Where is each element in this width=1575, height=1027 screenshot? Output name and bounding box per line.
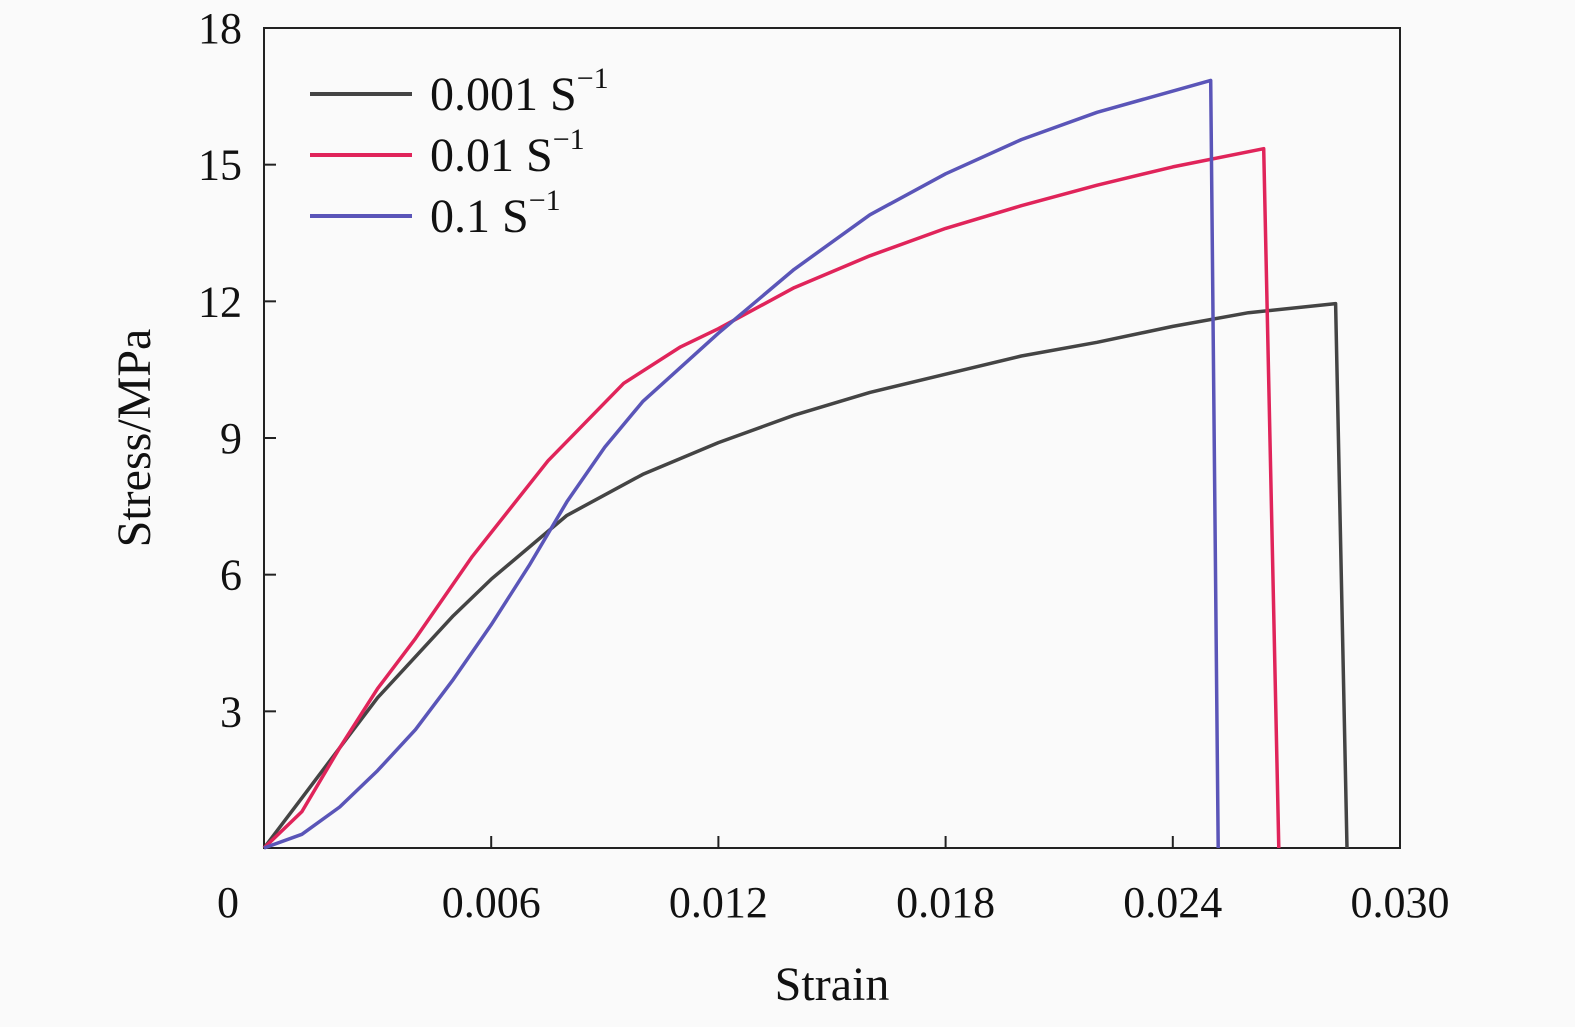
y-tick-label: 18 [198, 4, 242, 53]
y-tick-label: 15 [198, 141, 242, 190]
y-tick-label: 9 [220, 414, 242, 463]
legend-label-1: 0.01 S−1 [430, 123, 585, 182]
series-line-0 [262, 301, 1349, 850]
x-tick-label: 0.024 [1123, 878, 1222, 927]
series-line-2 [263, 78, 1220, 850]
x-tick-label: 0.018 [896, 878, 995, 927]
legend-label-2: 0.1 S−1 [430, 184, 561, 243]
x-tick-label: 0.006 [442, 878, 541, 927]
y-tick-label: 3 [220, 687, 242, 736]
y-tick-label: 6 [220, 551, 242, 600]
x-tick-label: 0.012 [669, 878, 768, 927]
legend-label-0: 0.001 S−1 [430, 62, 609, 121]
x-axis-label: Strain [775, 958, 890, 1011]
origin-label: 0 [217, 878, 239, 927]
y-axis-label: Stress/MPa [108, 329, 161, 548]
x-tick-label: 0.030 [1351, 878, 1450, 927]
series-line-1 [262, 146, 1281, 850]
y-tick-label: 12 [198, 277, 242, 326]
